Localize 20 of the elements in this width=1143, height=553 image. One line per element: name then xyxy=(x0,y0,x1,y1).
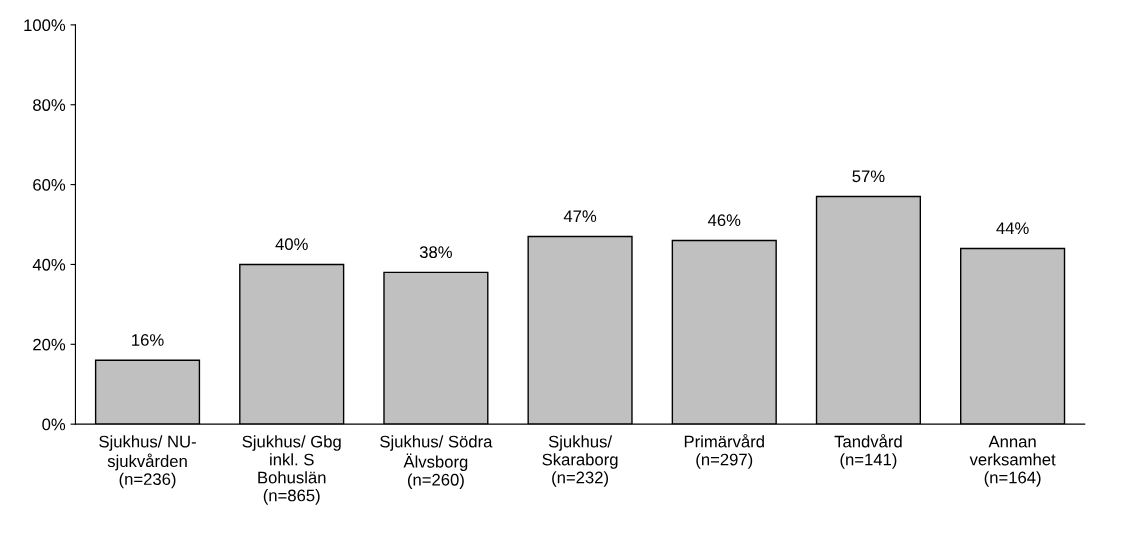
y-tick-label: 40% xyxy=(32,258,66,271)
data-label: 38% xyxy=(419,246,452,259)
y-tick-label: 80% xyxy=(33,99,66,111)
y-tick-label: 100% xyxy=(24,19,66,32)
data-label: 16% xyxy=(132,334,164,346)
x-tick-label: Sjukhus/ Södra Älvsborg (n=260) xyxy=(380,435,493,489)
data-label: 57% xyxy=(852,170,885,183)
data-label: 40% xyxy=(275,238,308,251)
x-tick-label: Primärvård (n=297) xyxy=(684,433,764,469)
y-tick-label: 20% xyxy=(33,338,66,351)
x-tick-label: Tandvård (n=141) xyxy=(834,433,902,469)
x-tick-label: Sjukhus/ Gbg inkl. S Bohuslän (n=865) xyxy=(242,435,341,505)
x-tick-label: Sjukhus/ NU- sjukvården (n=236) xyxy=(99,435,196,489)
x-tick-label: Annan verksamhet (n=164) xyxy=(969,435,1056,487)
data-label: 47% xyxy=(563,210,597,223)
data-label: 46% xyxy=(707,214,741,227)
data-label: 44% xyxy=(996,222,1029,234)
y-tick-label: 0% xyxy=(42,418,66,431)
y-tick-label: 60% xyxy=(33,178,66,191)
x-tick-label: Sjukhus/ Skaraborg (n=232) xyxy=(542,435,618,487)
